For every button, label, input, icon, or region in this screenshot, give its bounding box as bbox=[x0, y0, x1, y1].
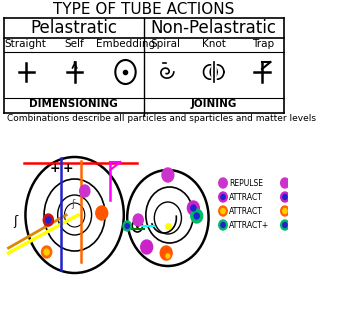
Circle shape bbox=[280, 220, 289, 230]
Text: Spiral: Spiral bbox=[150, 39, 180, 49]
Text: Straight: Straight bbox=[4, 39, 46, 49]
Text: Self: Self bbox=[64, 39, 84, 49]
Circle shape bbox=[166, 254, 170, 258]
Text: ʃ: ʃ bbox=[13, 215, 17, 228]
Circle shape bbox=[125, 223, 129, 228]
Text: ATTRACT+: ATTRACT+ bbox=[229, 220, 269, 229]
Text: Embedding: Embedding bbox=[96, 39, 155, 49]
Circle shape bbox=[219, 192, 227, 202]
Circle shape bbox=[219, 206, 227, 216]
Circle shape bbox=[133, 214, 143, 226]
Text: +: + bbox=[50, 162, 61, 175]
Text: JOINING: JOINING bbox=[190, 99, 237, 109]
Circle shape bbox=[219, 178, 227, 188]
Circle shape bbox=[44, 249, 49, 255]
Circle shape bbox=[96, 206, 108, 220]
Circle shape bbox=[221, 194, 225, 199]
Circle shape bbox=[165, 253, 171, 259]
Circle shape bbox=[283, 194, 287, 199]
Text: +: + bbox=[63, 162, 73, 175]
Circle shape bbox=[80, 185, 90, 197]
Text: Non-Pelastratic: Non-Pelastratic bbox=[151, 19, 277, 37]
Circle shape bbox=[141, 240, 153, 254]
Circle shape bbox=[187, 201, 199, 215]
Circle shape bbox=[283, 223, 287, 228]
Circle shape bbox=[123, 221, 132, 231]
Text: TYPE OF TUBE ACTIONS: TYPE OF TUBE ACTIONS bbox=[53, 2, 235, 17]
Text: Combinations describe all particles and sparticles and matter levels: Combinations describe all particles and … bbox=[7, 114, 316, 123]
Text: REPULSE: REPULSE bbox=[229, 178, 263, 187]
Circle shape bbox=[162, 168, 174, 182]
Circle shape bbox=[221, 223, 225, 228]
Circle shape bbox=[191, 205, 196, 211]
Text: ATTRACT: ATTRACT bbox=[229, 207, 263, 215]
Circle shape bbox=[280, 192, 289, 202]
Circle shape bbox=[280, 178, 289, 188]
Text: Trap: Trap bbox=[252, 39, 274, 49]
Text: ʃ: ʃ bbox=[71, 199, 74, 209]
Circle shape bbox=[46, 217, 51, 223]
Circle shape bbox=[194, 213, 199, 219]
Text: ATTRACT: ATTRACT bbox=[229, 192, 263, 202]
Circle shape bbox=[283, 208, 287, 213]
Circle shape bbox=[191, 209, 203, 223]
Circle shape bbox=[280, 206, 289, 216]
Circle shape bbox=[43, 214, 53, 226]
Circle shape bbox=[221, 208, 225, 213]
Text: Pelastratic: Pelastratic bbox=[30, 19, 117, 37]
Circle shape bbox=[160, 246, 172, 260]
Circle shape bbox=[41, 246, 52, 258]
Circle shape bbox=[219, 220, 227, 230]
Text: Knot: Knot bbox=[202, 39, 226, 49]
Text: DIMENSIONING: DIMENSIONING bbox=[29, 99, 118, 109]
